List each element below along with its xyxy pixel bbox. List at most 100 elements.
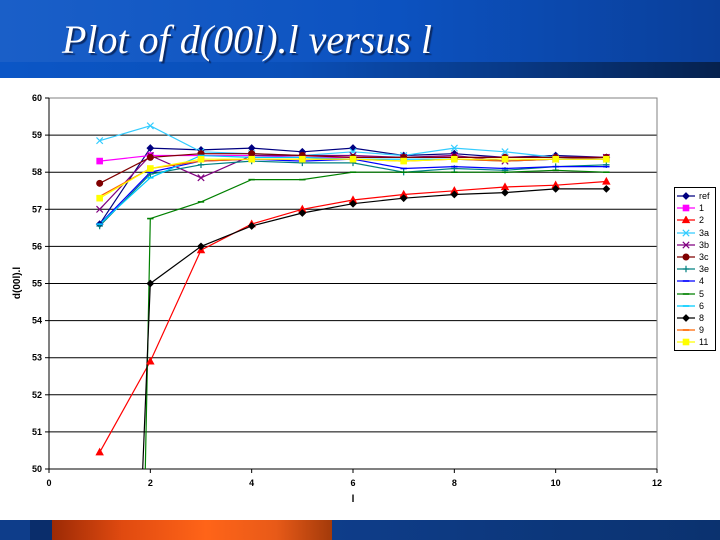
legend-item: 11 — [675, 336, 715, 348]
legend-label: 2 — [699, 215, 705, 226]
data-point-11 — [197, 155, 205, 163]
data-point-3a — [501, 148, 509, 156]
legend-item: 1 — [675, 202, 715, 214]
legend-label: 5 — [699, 288, 705, 299]
legend-swatch-marker — [682, 265, 690, 273]
legend-item: 3c — [675, 251, 715, 263]
legend-swatch-marker — [682, 228, 690, 237]
y-tick-label: 55 — [32, 279, 42, 289]
y-axis-label: d(00l).l — [12, 267, 23, 299]
legend-label: 3b — [699, 239, 710, 250]
data-point-3e — [197, 161, 205, 168]
legend-swatch — [677, 216, 695, 224]
y-tick-label: 50 — [32, 464, 42, 474]
data-point-2 — [146, 356, 155, 365]
x-tick-label: 4 — [249, 478, 254, 488]
x-tick-label: 8 — [452, 478, 457, 488]
gridlines — [49, 134, 657, 433]
legend-swatch — [677, 304, 695, 307]
legend-item: 8 — [675, 312, 715, 324]
data-point-3c — [96, 179, 104, 187]
legend-label: 4 — [699, 276, 705, 287]
legend-swatch-marker — [682, 313, 690, 322]
legend-item: 6 — [675, 300, 715, 312]
x-axis-label: l — [352, 494, 355, 505]
data-point-11 — [603, 155, 610, 163]
legend-swatch — [677, 329, 695, 331]
data-point-3c — [248, 150, 256, 158]
data-point-11 — [552, 155, 559, 163]
x-tick-label: 10 — [551, 478, 561, 488]
legend-swatch-marker — [682, 338, 690, 346]
series-line-2 — [99, 180, 607, 453]
legend-swatch — [677, 253, 695, 261]
data-point-ref — [146, 144, 155, 152]
data-point-2 — [602, 176, 611, 185]
legend-label: 11 — [699, 337, 709, 348]
axes: 50 51 52 53 54 55 56 57 58 59 60 0 2 4 6 8 10 12 — [32, 93, 662, 488]
legend-swatch-marker — [682, 192, 690, 200]
legend-label: 6 — [699, 300, 705, 311]
y-tick-label: 53 — [32, 353, 42, 363]
data-point-8 — [399, 194, 408, 203]
footer-accent-bar — [52, 520, 332, 540]
legend-swatch-marker — [681, 216, 691, 224]
data-point-8 — [450, 190, 459, 199]
y-tick-label: 57 — [32, 204, 42, 214]
legend-swatch-marker — [682, 204, 690, 212]
y-tick-label: 60 — [32, 93, 42, 103]
chart-legend: ref 1 2 3a 3b 3c 3e 4 5 6 8 9 11 — [674, 187, 716, 352]
legend-swatch — [677, 313, 695, 322]
legend-item: 5 — [675, 288, 715, 300]
legend-swatch — [677, 192, 695, 200]
data-point-3c — [146, 153, 154, 161]
legend-item: 2 — [675, 214, 715, 226]
y-tick-label: 51 — [32, 427, 42, 437]
x-tick-label: 0 — [46, 478, 51, 488]
legend-swatch — [677, 280, 695, 283]
y-tick-label: 52 — [32, 390, 42, 400]
data-point-11 — [147, 165, 154, 172]
y-tick-label: 58 — [32, 167, 42, 177]
legend-label: 3c — [699, 251, 709, 262]
data-point-3b — [197, 174, 205, 182]
legend-item: 3e — [675, 263, 715, 275]
series-markers — [95, 122, 611, 456]
data-point-11 — [501, 155, 509, 163]
data-point-11 — [349, 155, 357, 163]
header-shadow-bar — [0, 62, 720, 78]
x-tick-label: 2 — [148, 478, 153, 488]
data-point-8 — [298, 209, 307, 217]
data-point-1 — [96, 157, 103, 165]
legend-item: ref — [675, 190, 715, 202]
legend-swatch — [677, 265, 695, 273]
footer-right-bar — [332, 520, 720, 540]
data-point-8 — [602, 184, 611, 193]
data-point-3b — [96, 205, 104, 213]
legend-label: 3e — [699, 264, 710, 275]
legend-item: 4 — [675, 275, 715, 287]
y-tick-label: 54 — [32, 316, 42, 326]
x-tick-label: 12 — [652, 478, 662, 488]
data-point-11 — [400, 157, 407, 165]
y-tick-label: 59 — [32, 130, 42, 140]
legend-swatch-marker — [682, 253, 690, 261]
legend-label: 3a — [699, 227, 710, 238]
series-line-5 — [144, 169, 607, 470]
data-point-2 — [95, 447, 104, 456]
legend-swatch-marker — [682, 241, 690, 249]
data-point-8 — [349, 199, 357, 208]
data-point-11 — [96, 194, 103, 202]
series-line-8 — [142, 188, 607, 470]
data-point-3a — [96, 137, 104, 145]
footer-dark-block — [30, 520, 52, 540]
data-point-8 — [247, 222, 256, 230]
legend-item: 3a — [675, 227, 715, 239]
legend-label: 8 — [699, 312, 705, 323]
slide-title: Plot of d(00l).l versus l — [62, 17, 432, 62]
legend-label: ref — [699, 191, 710, 201]
legend-swatch — [677, 204, 695, 212]
x-tick-label: 6 — [350, 478, 355, 488]
data-point-8 — [146, 279, 155, 288]
legend-swatch — [677, 228, 695, 237]
